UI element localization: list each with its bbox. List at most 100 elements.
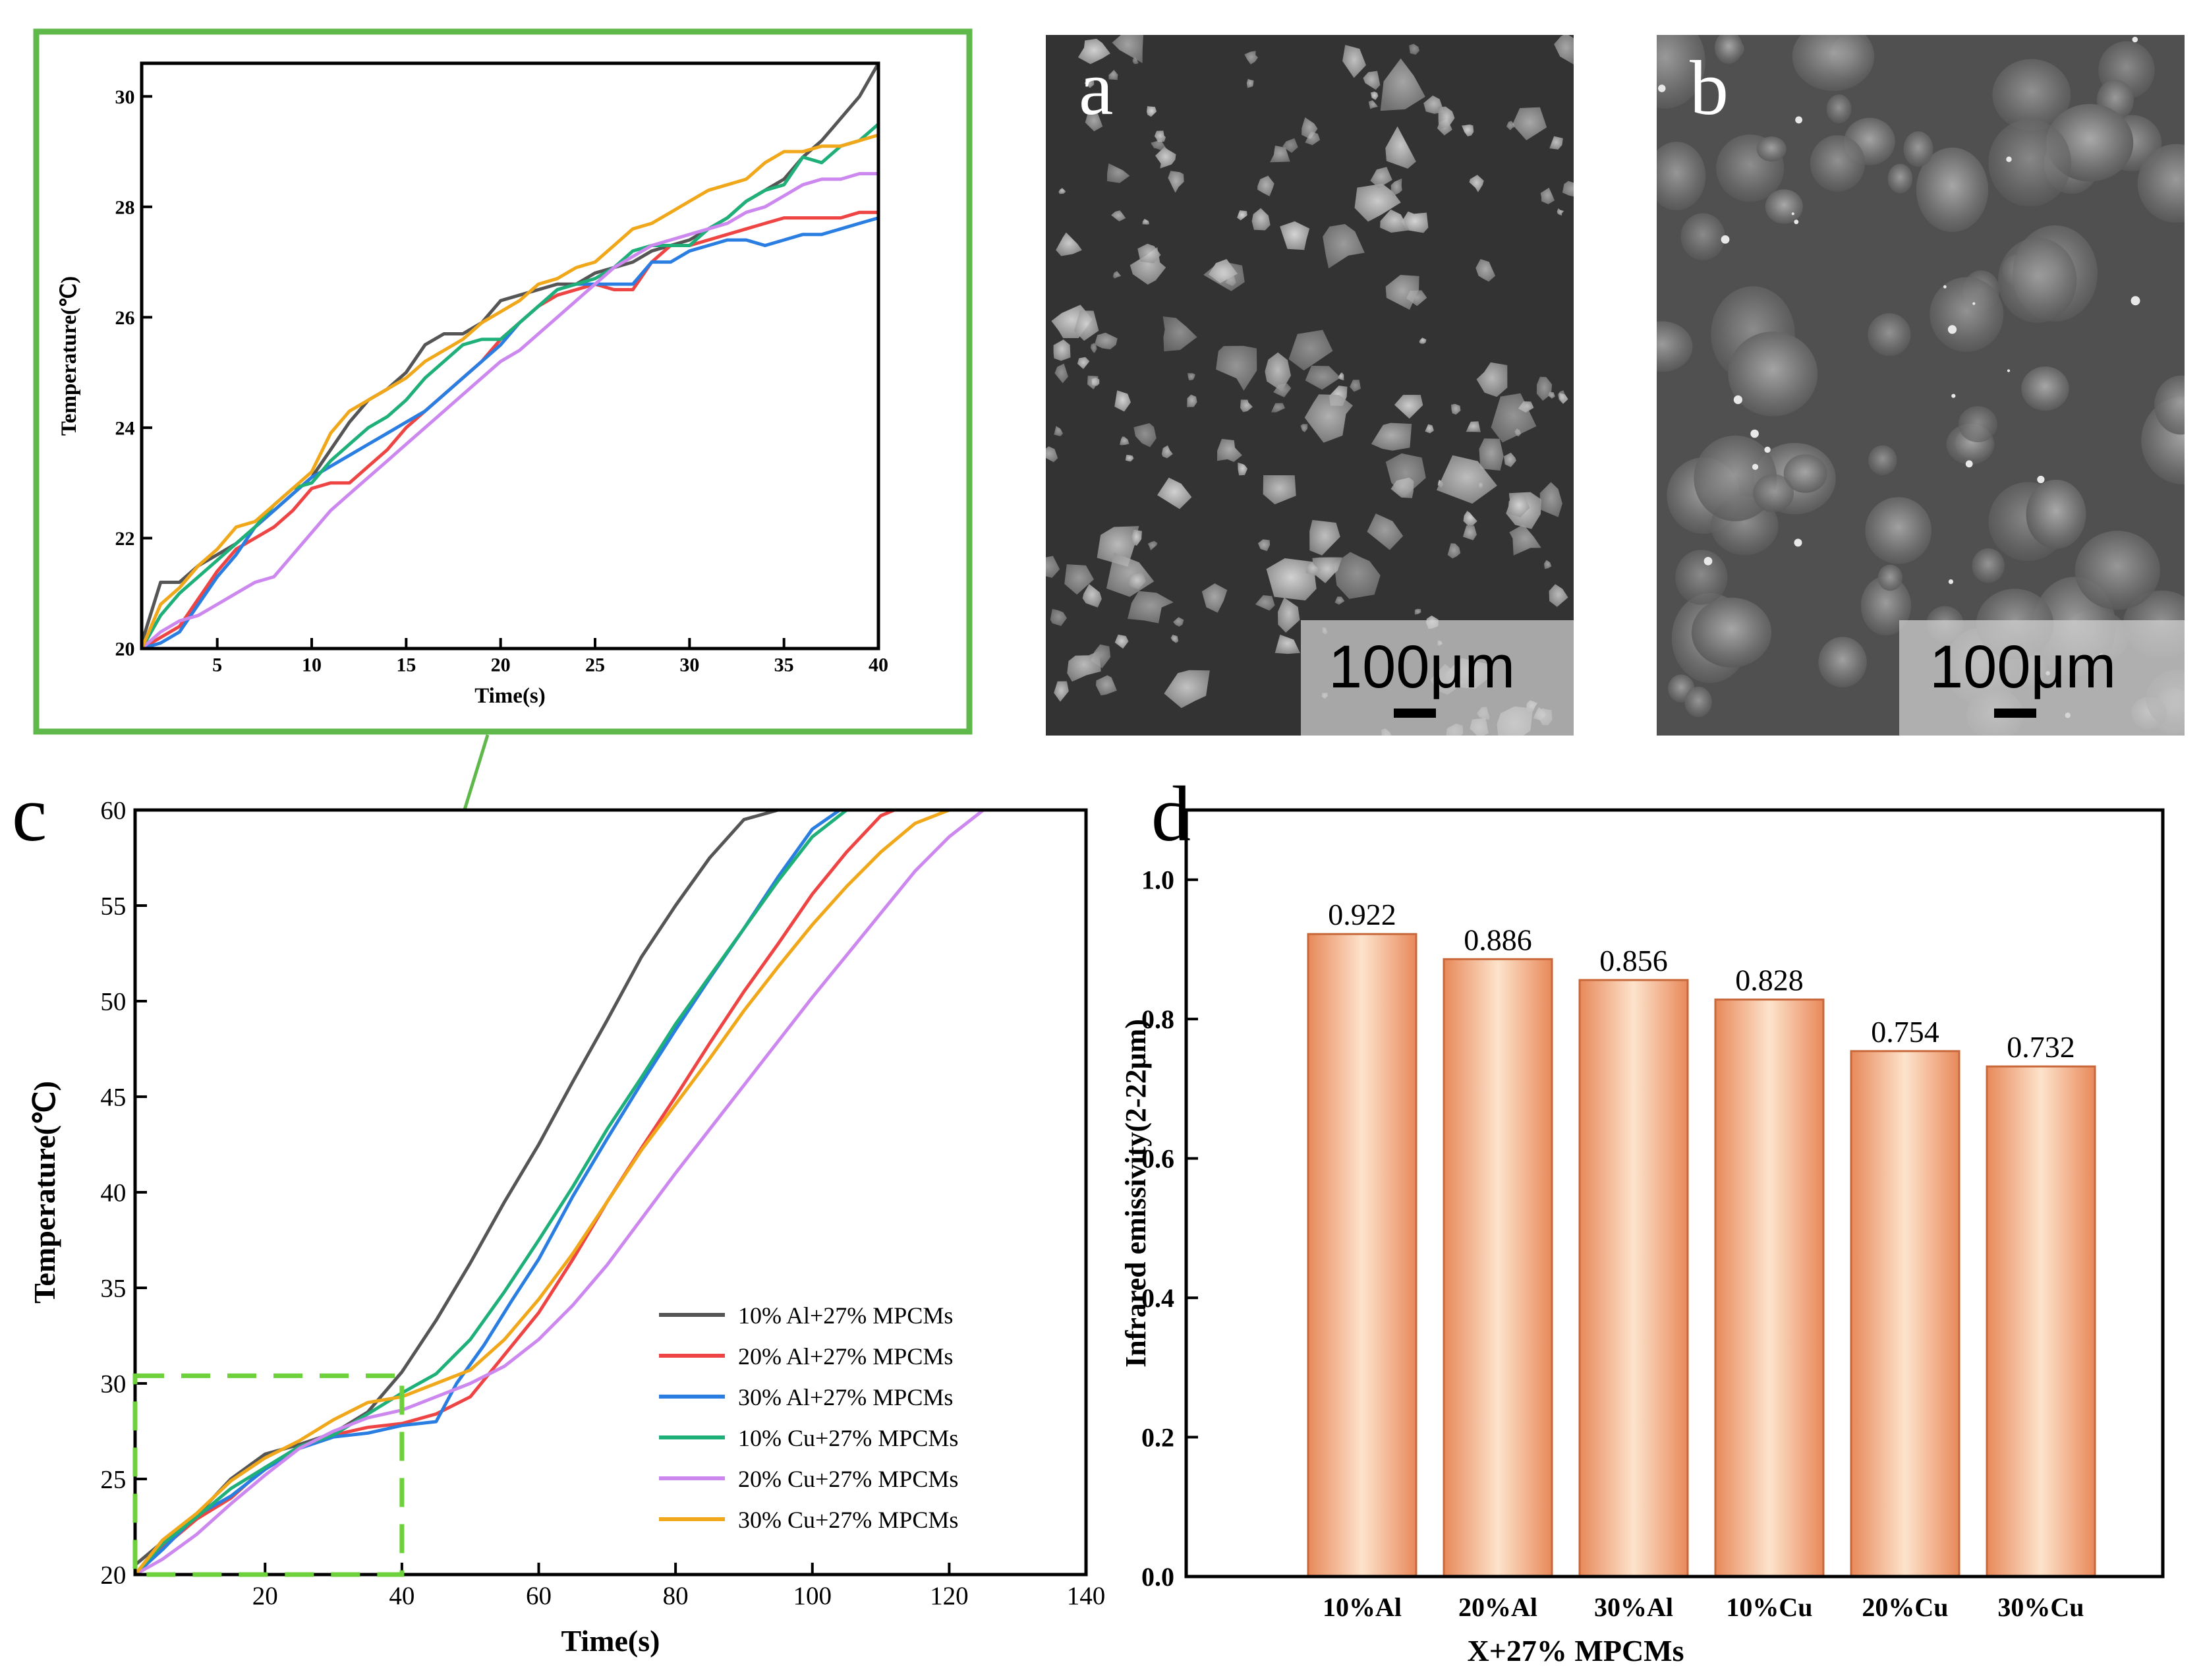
sem-particle [1462, 124, 1474, 136]
sem-speck [1750, 429, 1759, 438]
bar-20%Cu [1850, 1050, 1960, 1578]
sem-particles-a [1046, 35, 1574, 736]
sem-particle [1187, 394, 1197, 407]
sem-particle [1131, 529, 1142, 546]
sem-particle [1544, 560, 1552, 569]
inset-series-line-6 [140, 133, 879, 649]
sem-particle [1491, 393, 1537, 443]
sem-particle [1714, 35, 1743, 64]
sem-particle [1684, 686, 1712, 718]
sem-particle [1385, 126, 1416, 169]
sem-particle [1305, 562, 1321, 576]
sem-particle [1691, 597, 1772, 668]
sem-particle [1680, 213, 1725, 260]
sem-particle [1370, 91, 1379, 100]
sem-particle [1826, 94, 1852, 124]
sem-particle [1390, 178, 1402, 196]
sem-particle [1338, 372, 1344, 381]
sem-particle [1409, 43, 1420, 55]
sem-particle [1557, 208, 1564, 216]
d-ytick-label: 0.4 [1141, 1283, 1174, 1313]
sem-speck [1795, 116, 1802, 124]
bar-30%Cu [1986, 1065, 2096, 1578]
sem-particle [1877, 564, 1903, 591]
sem-particle [1280, 221, 1310, 250]
scale-bar-a [1394, 709, 1436, 718]
sem-speck [2132, 36, 2138, 43]
sem-particle [1414, 608, 1421, 615]
scale-bar-b [1994, 709, 2036, 718]
sem-particle [1972, 548, 2005, 583]
inset-series-line-3 [141, 216, 879, 651]
sem-particle [1132, 57, 1139, 65]
sem-particle [1506, 121, 1515, 130]
chart-c: 20 40 60 80 100 120 140 20 25 30 35 40 45 50 55 60 Time(… [28, 797, 1105, 1658]
sem-particle [2021, 366, 2069, 411]
c-ytick-label: 30 [100, 1370, 126, 1399]
scale-bar-text-b: 100μm [1930, 633, 2116, 701]
sem-particle [1257, 539, 1271, 552]
sem-particle [1549, 584, 1568, 607]
inset-xtick-label: 10 [302, 654, 322, 676]
sem-particle [1466, 421, 1481, 432]
c-xtick-label: 80 [663, 1582, 689, 1610]
sem-particle [1164, 670, 1210, 709]
sem-particle [1469, 175, 1484, 192]
sem-particle [1064, 564, 1094, 595]
sem-particle [1203, 262, 1245, 291]
sem-particle [1114, 634, 1129, 649]
sem-particle [1504, 452, 1516, 467]
sem-particle [1958, 406, 1997, 442]
inset-ytick-label: 22 [115, 528, 135, 550]
sem-particle [1265, 352, 1291, 391]
c-series-line-1 [134, 808, 779, 1567]
sem-particle [1810, 135, 1866, 192]
panel-label-c: c [12, 770, 47, 857]
sem-speck [2037, 475, 2045, 484]
sem-speck [1794, 219, 1799, 225]
sem-particle [1128, 572, 1147, 590]
sem-particle [1067, 650, 1101, 682]
c-ytick-label: 25 [100, 1466, 126, 1494]
sem-particle [1137, 243, 1161, 264]
bar-20%Al [1443, 958, 1553, 1578]
sem-particle [1288, 330, 1333, 371]
sem-speck [1733, 395, 1742, 405]
sem-particle [1477, 481, 1484, 490]
sem-particle [1257, 175, 1274, 196]
sem-particle [1868, 313, 1911, 357]
c-series-line-5 [134, 808, 997, 1577]
zoom-region-box [132, 1373, 405, 1577]
legend-label-5: 20% Cu+27% MPCMs [738, 1466, 958, 1492]
sem-particle [1536, 376, 1553, 401]
sem-particle [1112, 35, 1144, 63]
panel-label-a: a [1079, 45, 1113, 131]
sem-speck [1947, 325, 1957, 334]
bar-category-label: 10%Al [1323, 1592, 1402, 1622]
d-ytick-label: 0.8 [1141, 1004, 1174, 1034]
scale-bar-text-a: 100μm [1329, 633, 1515, 701]
sem-particle [1251, 208, 1271, 231]
sem-particle [1147, 105, 1157, 117]
sem-particle [1173, 617, 1184, 627]
sem-particle [1162, 316, 1197, 352]
sem-speck [1764, 446, 1771, 453]
panel-label-d: d [1151, 770, 1191, 857]
sem-particle [1783, 454, 1827, 493]
sem-particle [1930, 277, 2004, 352]
sem-particle [1084, 79, 1095, 88]
sem-speck [2006, 156, 2012, 162]
sem-particle [1765, 189, 1803, 224]
sem-particle [1818, 637, 1867, 688]
sem-particle [1998, 237, 2077, 323]
c-ytick-label: 55 [100, 892, 126, 921]
sem-particles-b [1657, 35, 2185, 736]
sem-particle [1278, 597, 1300, 633]
c-xlabel: Time(s) [561, 1624, 660, 1658]
bar-10%Al [1307, 933, 1417, 1578]
sem-particle [1085, 111, 1103, 132]
sem-particle [1056, 232, 1082, 256]
sem-particle [1380, 58, 1425, 111]
inset-xtick-label: 30 [679, 654, 699, 676]
